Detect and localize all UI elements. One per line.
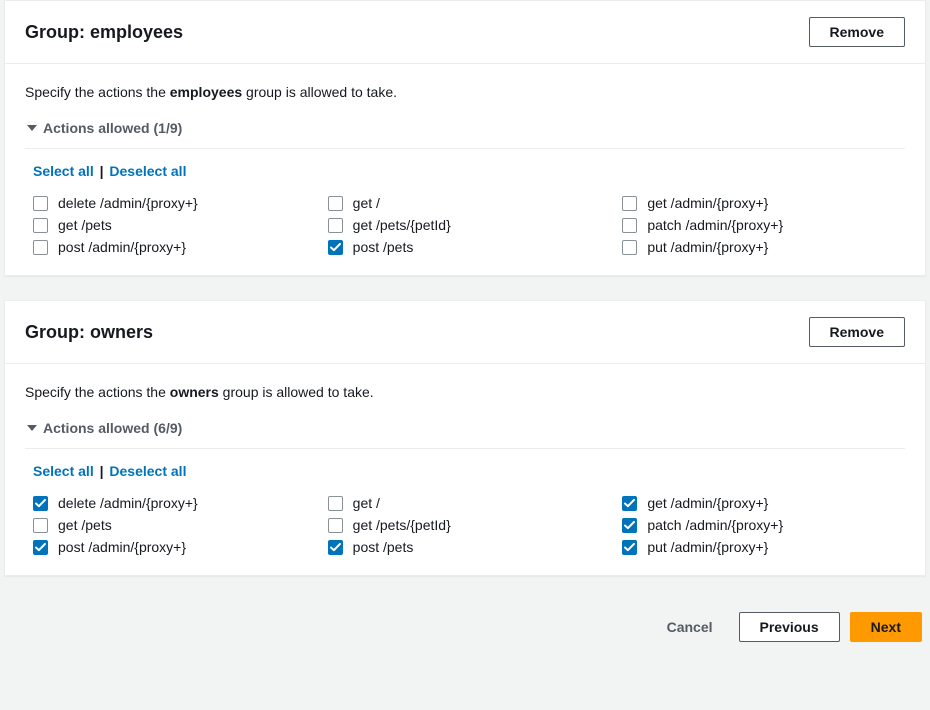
checkbox-icon[interactable] [328,196,343,211]
group-panel-body: Specify the actions the owners group is … [5,364,925,575]
remove-group-button[interactable]: Remove [809,17,905,47]
checkbox-icon[interactable] [622,540,637,555]
action-checkbox-item[interactable]: patch /admin/{proxy+} [622,517,905,533]
wizard-footer: Cancel Previous Next [0,600,930,654]
action-checkbox-item[interactable]: get /pets [33,517,316,533]
previous-button[interactable]: Previous [739,612,840,642]
checkbox-icon[interactable] [328,218,343,233]
checkbox-icon[interactable] [622,496,637,511]
instruction-suffix: group is allowed to take. [219,384,374,400]
instruction-group-name: owners [170,384,219,400]
action-checkbox-item[interactable]: patch /admin/{proxy+} [622,217,905,233]
separator: | [96,463,108,479]
group-panel-header: Group: owners Remove [5,301,925,364]
action-label: get /pets/{petId} [353,517,451,533]
group-instruction: Specify the actions the owners group is … [25,384,905,400]
action-label: delete /admin/{proxy+} [58,195,198,211]
checkbox-icon[interactable] [622,240,637,255]
checkbox-icon[interactable] [33,240,48,255]
action-label: post /admin/{proxy+} [58,239,186,255]
next-button[interactable]: Next [850,612,922,642]
instruction-suffix: group is allowed to take. [242,84,397,100]
action-checkbox-item[interactable]: delete /admin/{proxy+} [33,195,316,211]
action-label: get / [353,495,380,511]
checkbox-icon[interactable] [328,496,343,511]
deselect-all-link[interactable]: Deselect all [109,463,186,479]
actions-allowed-label: Actions allowed (1/9) [43,120,182,136]
instruction-prefix: Specify the actions the [25,84,170,100]
checkbox-icon[interactable] [33,196,48,211]
group-title-prefix: Group: [25,22,90,42]
group-panel-body: Specify the actions the employees group … [5,64,925,275]
checkbox-icon[interactable] [33,218,48,233]
action-checkbox-item[interactable]: get / [328,195,611,211]
select-all-link[interactable]: Select all [33,163,94,179]
action-checkbox-item[interactable]: get /pets/{petId} [328,217,611,233]
caret-down-icon [27,125,37,131]
group-panel: Group: employees Remove Specify the acti… [4,0,926,276]
action-checkbox-item[interactable]: get /admin/{proxy+} [622,195,905,211]
action-checkbox-item[interactable]: put /admin/{proxy+} [622,239,905,255]
group-title: Group: employees [25,22,183,43]
actions-allowed-toggle[interactable]: Actions allowed (1/9) [25,120,905,149]
actions-allowed-label: Actions allowed (6/9) [43,420,182,436]
group-panel-header: Group: employees Remove [5,1,925,64]
checkbox-icon[interactable] [328,518,343,533]
action-checkbox-item[interactable]: put /admin/{proxy+} [622,539,905,555]
actions-grid: delete /admin/{proxy+} get / get /admin/… [25,495,905,555]
group-instruction: Specify the actions the employees group … [25,84,905,100]
group-name: owners [90,322,153,342]
instruction-prefix: Specify the actions the [25,384,170,400]
action-checkbox-item[interactable]: get / [328,495,611,511]
select-all-link[interactable]: Select all [33,463,94,479]
action-label: get /pets/{petId} [353,217,451,233]
cancel-button[interactable]: Cancel [651,613,729,641]
action-label: get /admin/{proxy+} [647,195,768,211]
action-label: get /admin/{proxy+} [647,495,768,511]
action-label: get / [353,195,380,211]
instruction-group-name: employees [170,84,242,100]
action-checkbox-item[interactable]: post /pets [328,239,611,255]
action-label: get /pets [58,517,112,533]
action-label: patch /admin/{proxy+} [647,517,783,533]
group-title: Group: owners [25,322,153,343]
action-label: patch /admin/{proxy+} [647,217,783,233]
checkbox-icon[interactable] [33,518,48,533]
action-checkbox-item[interactable]: get /pets [33,217,316,233]
action-checkbox-item[interactable]: get /pets/{petId} [328,517,611,533]
separator: | [96,163,108,179]
action-label: post /pets [353,239,414,255]
action-checkbox-item[interactable]: post /admin/{proxy+} [33,539,316,555]
checkbox-icon[interactable] [622,218,637,233]
checkbox-icon[interactable] [33,540,48,555]
remove-group-button[interactable]: Remove [809,317,905,347]
action-label: post /pets [353,539,414,555]
action-checkbox-item[interactable]: get /admin/{proxy+} [622,495,905,511]
actions-allowed-toggle[interactable]: Actions allowed (6/9) [25,420,905,449]
caret-down-icon [27,425,37,431]
action-checkbox-item[interactable]: post /pets [328,539,611,555]
select-links: Select all | Deselect all [33,163,905,179]
checkbox-icon[interactable] [328,240,343,255]
checkbox-icon[interactable] [622,518,637,533]
action-label: get /pets [58,217,112,233]
action-label: put /admin/{proxy+} [647,539,768,555]
action-checkbox-item[interactable]: post /admin/{proxy+} [33,239,316,255]
checkbox-icon[interactable] [622,196,637,211]
action-label: put /admin/{proxy+} [647,239,768,255]
group-panel: Group: owners Remove Specify the actions… [4,300,926,576]
deselect-all-link[interactable]: Deselect all [109,163,186,179]
action-label: delete /admin/{proxy+} [58,495,198,511]
group-name: employees [90,22,183,42]
checkbox-icon[interactable] [328,540,343,555]
action-label: post /admin/{proxy+} [58,539,186,555]
actions-grid: delete /admin/{proxy+} get / get /admin/… [25,195,905,255]
action-checkbox-item[interactable]: delete /admin/{proxy+} [33,495,316,511]
select-links: Select all | Deselect all [33,463,905,479]
group-title-prefix: Group: [25,322,90,342]
checkbox-icon[interactable] [33,496,48,511]
